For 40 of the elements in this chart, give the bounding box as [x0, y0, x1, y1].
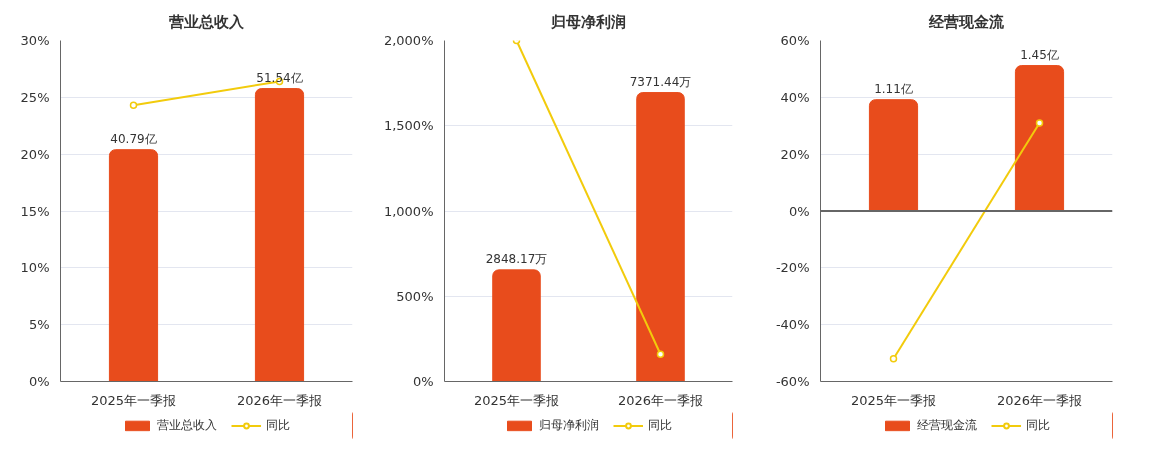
y-tick-label: 20% [780, 146, 810, 162]
legend-label: 同比 [1026, 416, 1050, 434]
y-tick-label: 1,000% [383, 203, 434, 219]
y-tick-label: 1,500% [383, 118, 434, 134]
x-tick-label: 2026年一季报 [617, 392, 704, 408]
y-tick-label: 30% [20, 33, 50, 48]
y-tick-label: 25% [20, 89, 50, 105]
x-tick-label: 2025年一季报 [473, 392, 560, 408]
y-tick-label: -20% [775, 260, 810, 276]
y-tick-label: 60% [780, 33, 810, 48]
x-tick-label: 2025年一季报 [850, 392, 937, 408]
y-tick-label: -40% [775, 317, 810, 333]
chart-title: 归母净利润 [550, 12, 626, 31]
x-tick-label: 2026年一季报 [236, 392, 323, 408]
y-tick-label: 10% [20, 260, 50, 276]
y-tick-label: 20% [20, 146, 50, 162]
y-tick-label: 500% [396, 288, 434, 304]
legend-label: 经营现金流 [917, 416, 977, 434]
data-label: 2848.17万 [485, 251, 548, 266]
data-label: 1.11亿 [874, 81, 913, 96]
legend-label: 营业总收入 [157, 416, 217, 434]
y-tick-label: 0% [28, 374, 50, 389]
data-label: 51.54亿 [256, 70, 303, 85]
data-label: 40.79亿 [110, 131, 157, 146]
y-tick-label: 5% [28, 317, 50, 333]
chart-title: 经营现金流 [928, 12, 1005, 31]
legend-label: 同比 [266, 416, 290, 434]
y-tick-label: 0% [412, 374, 434, 389]
data-label: 7371.44万 [629, 74, 692, 89]
y-tick-label: -60% [775, 374, 810, 389]
x-tick-label: 2025年一季报 [90, 392, 177, 408]
x-tick-label: 2026年一季报 [996, 392, 1083, 408]
y-tick-label: 15% [20, 203, 50, 219]
chart-title: 营业总收入 [168, 12, 245, 31]
data-label: 1.45亿 [1020, 47, 1059, 62]
legend-label: 归母净利润 [539, 416, 599, 434]
legend-label: 同比 [648, 416, 672, 434]
y-tick-label: 0% [788, 203, 810, 219]
y-tick-label: 40% [780, 89, 810, 105]
y-tick-label: 2,000% [383, 33, 434, 48]
